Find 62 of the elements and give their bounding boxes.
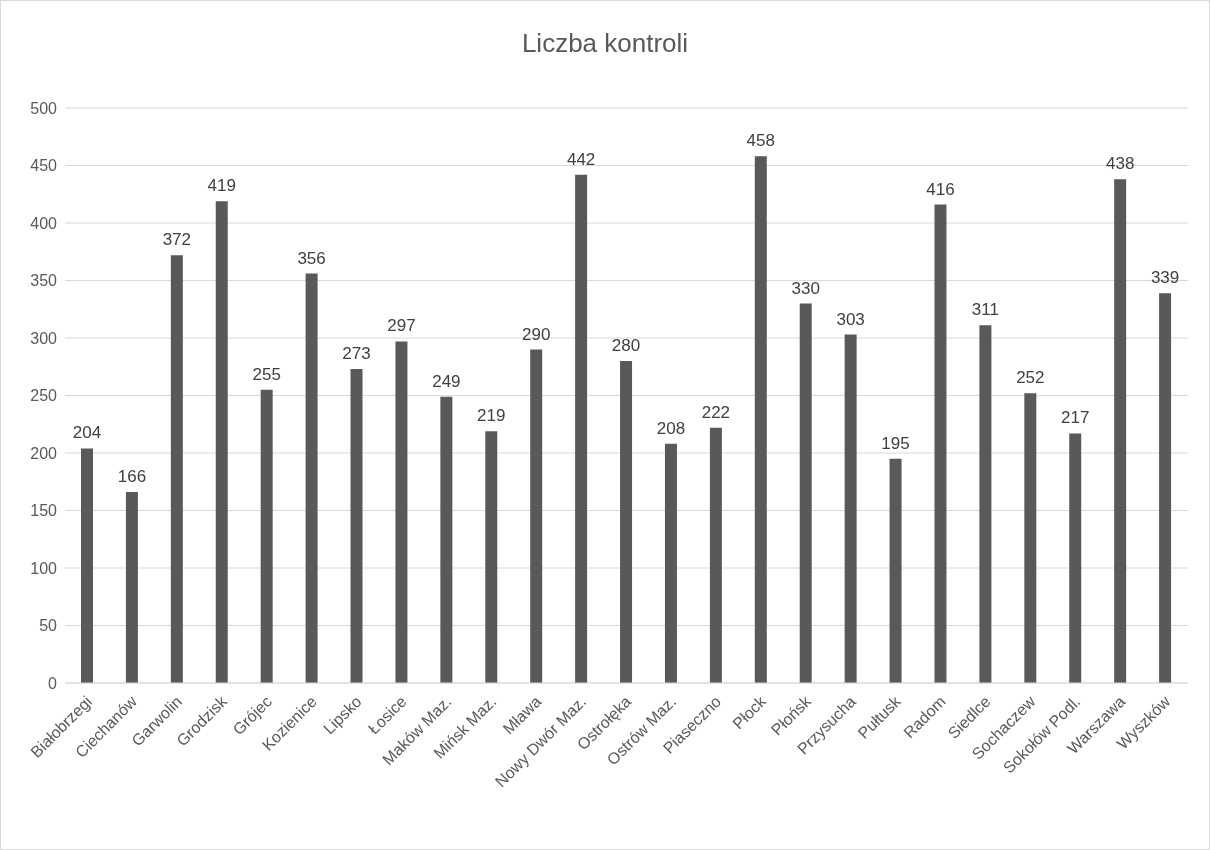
data-label: 255	[252, 364, 281, 384]
bar	[979, 325, 992, 683]
bar	[709, 427, 722, 683]
y-tick-label: 400	[30, 214, 58, 232]
bar	[575, 174, 588, 683]
bar	[1159, 293, 1172, 683]
bar	[305, 273, 318, 683]
bar	[1024, 393, 1037, 683]
data-label: 217	[1061, 408, 1090, 428]
bar	[1114, 179, 1127, 683]
data-label: 356	[297, 248, 326, 268]
y-tick-label: 300	[30, 329, 58, 347]
y-tick-label: 200	[30, 444, 58, 462]
data-label: 438	[1105, 154, 1135, 174]
bar	[664, 443, 677, 683]
bar	[350, 369, 363, 683]
chart-title: Liczba kontroli	[520, 28, 690, 59]
data-label: 273	[342, 344, 371, 364]
bar	[125, 492, 138, 683]
data-label: 330	[791, 278, 820, 298]
bar	[530, 349, 543, 683]
data-label: 297	[387, 316, 416, 336]
data-label: 208	[656, 418, 686, 438]
data-label: 195	[881, 433, 910, 453]
y-tick-label: 150	[30, 502, 58, 520]
data-label: 249	[432, 371, 461, 391]
data-label: 280	[611, 336, 641, 355]
y-tick-label: 250	[30, 387, 58, 405]
data-label: 311	[971, 300, 999, 320]
data-label: 219	[477, 406, 506, 426]
y-tick-label: 500	[30, 99, 58, 117]
data-label: 222	[701, 402, 731, 422]
bar	[485, 431, 498, 683]
bar	[620, 361, 633, 683]
data-label: 290	[522, 324, 551, 344]
bar	[81, 448, 93, 683]
data-label: 372	[162, 230, 192, 250]
data-label: 204	[72, 423, 102, 443]
data-label: 442	[566, 149, 596, 169]
bar	[395, 341, 408, 683]
data-label: 458	[746, 131, 775, 151]
data-label: 303	[836, 309, 865, 329]
bar	[1069, 433, 1082, 683]
bar	[844, 334, 857, 683]
bar	[889, 458, 902, 683]
bar	[754, 156, 767, 683]
bar	[170, 255, 183, 683]
data-label: 166	[117, 467, 147, 487]
y-tick-label: 0	[48, 674, 58, 692]
data-label: 339	[1150, 268, 1180, 288]
data-label: 419	[207, 176, 236, 196]
bar	[934, 204, 947, 683]
bar	[799, 303, 812, 683]
y-tick-label: 50	[39, 617, 58, 635]
bar	[440, 396, 453, 683]
data-label: 252	[1016, 368, 1045, 388]
y-tick-label: 450	[30, 157, 58, 175]
y-tick-label: 100	[30, 559, 58, 577]
bar	[260, 389, 273, 683]
bar	[215, 201, 228, 683]
y-tick-label: 350	[30, 272, 58, 290]
data-label: 416	[926, 179, 955, 199]
